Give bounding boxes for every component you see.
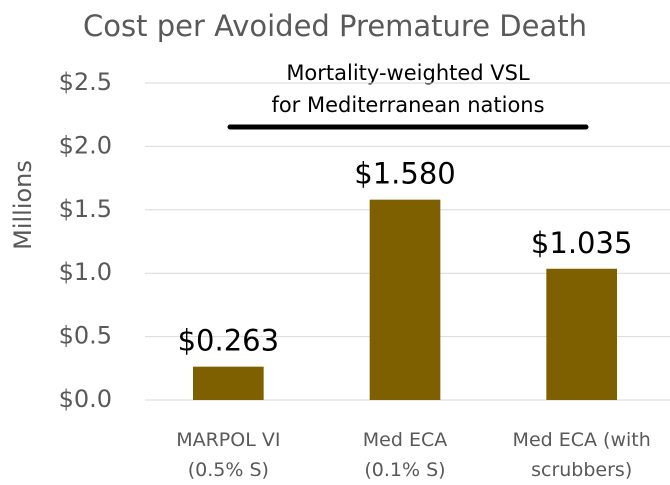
- bar: [193, 366, 264, 400]
- annotation: for Mediterranean nations: [271, 93, 544, 117]
- x-tick-label-line: scrubbers): [531, 459, 632, 481]
- y-tick-label: $1.5: [59, 195, 112, 223]
- x-tick-label-line: MARPOL VI: [176, 429, 280, 451]
- annotation: Mortality-weighted VSL: [286, 61, 530, 85]
- x-tick-label-line: (0.1% S): [364, 459, 445, 481]
- y-tick-label: $2.5: [59, 68, 112, 96]
- bar: [369, 199, 441, 400]
- x-tick-label-line: Med ECA: [363, 429, 447, 451]
- data-label: $0.263: [178, 324, 279, 358]
- x-tick-label: Med ECA (0.1% S): [363, 429, 447, 481]
- y-tick-label: $0.5: [59, 322, 112, 350]
- x-tick-label-line: (0.5% S): [188, 459, 269, 481]
- data-label: $1.035: [531, 226, 632, 260]
- y-tick-label: $1.0: [59, 258, 112, 286]
- data-label: $1.580: [354, 157, 455, 191]
- y-axis-label: Millions: [9, 160, 37, 250]
- x-tick-label: Med ECA (with scrubbers): [513, 429, 651, 481]
- bar: [546, 268, 617, 400]
- x-tick-label: MARPOL VI (0.5% S): [176, 429, 280, 481]
- chart-title: Cost per Avoided Premature Death: [83, 9, 587, 43]
- y-tick-label: $0.0: [59, 385, 112, 413]
- y-tick-label: $2.0: [59, 131, 112, 159]
- x-tick-label-line: Med ECA (with: [513, 429, 651, 451]
